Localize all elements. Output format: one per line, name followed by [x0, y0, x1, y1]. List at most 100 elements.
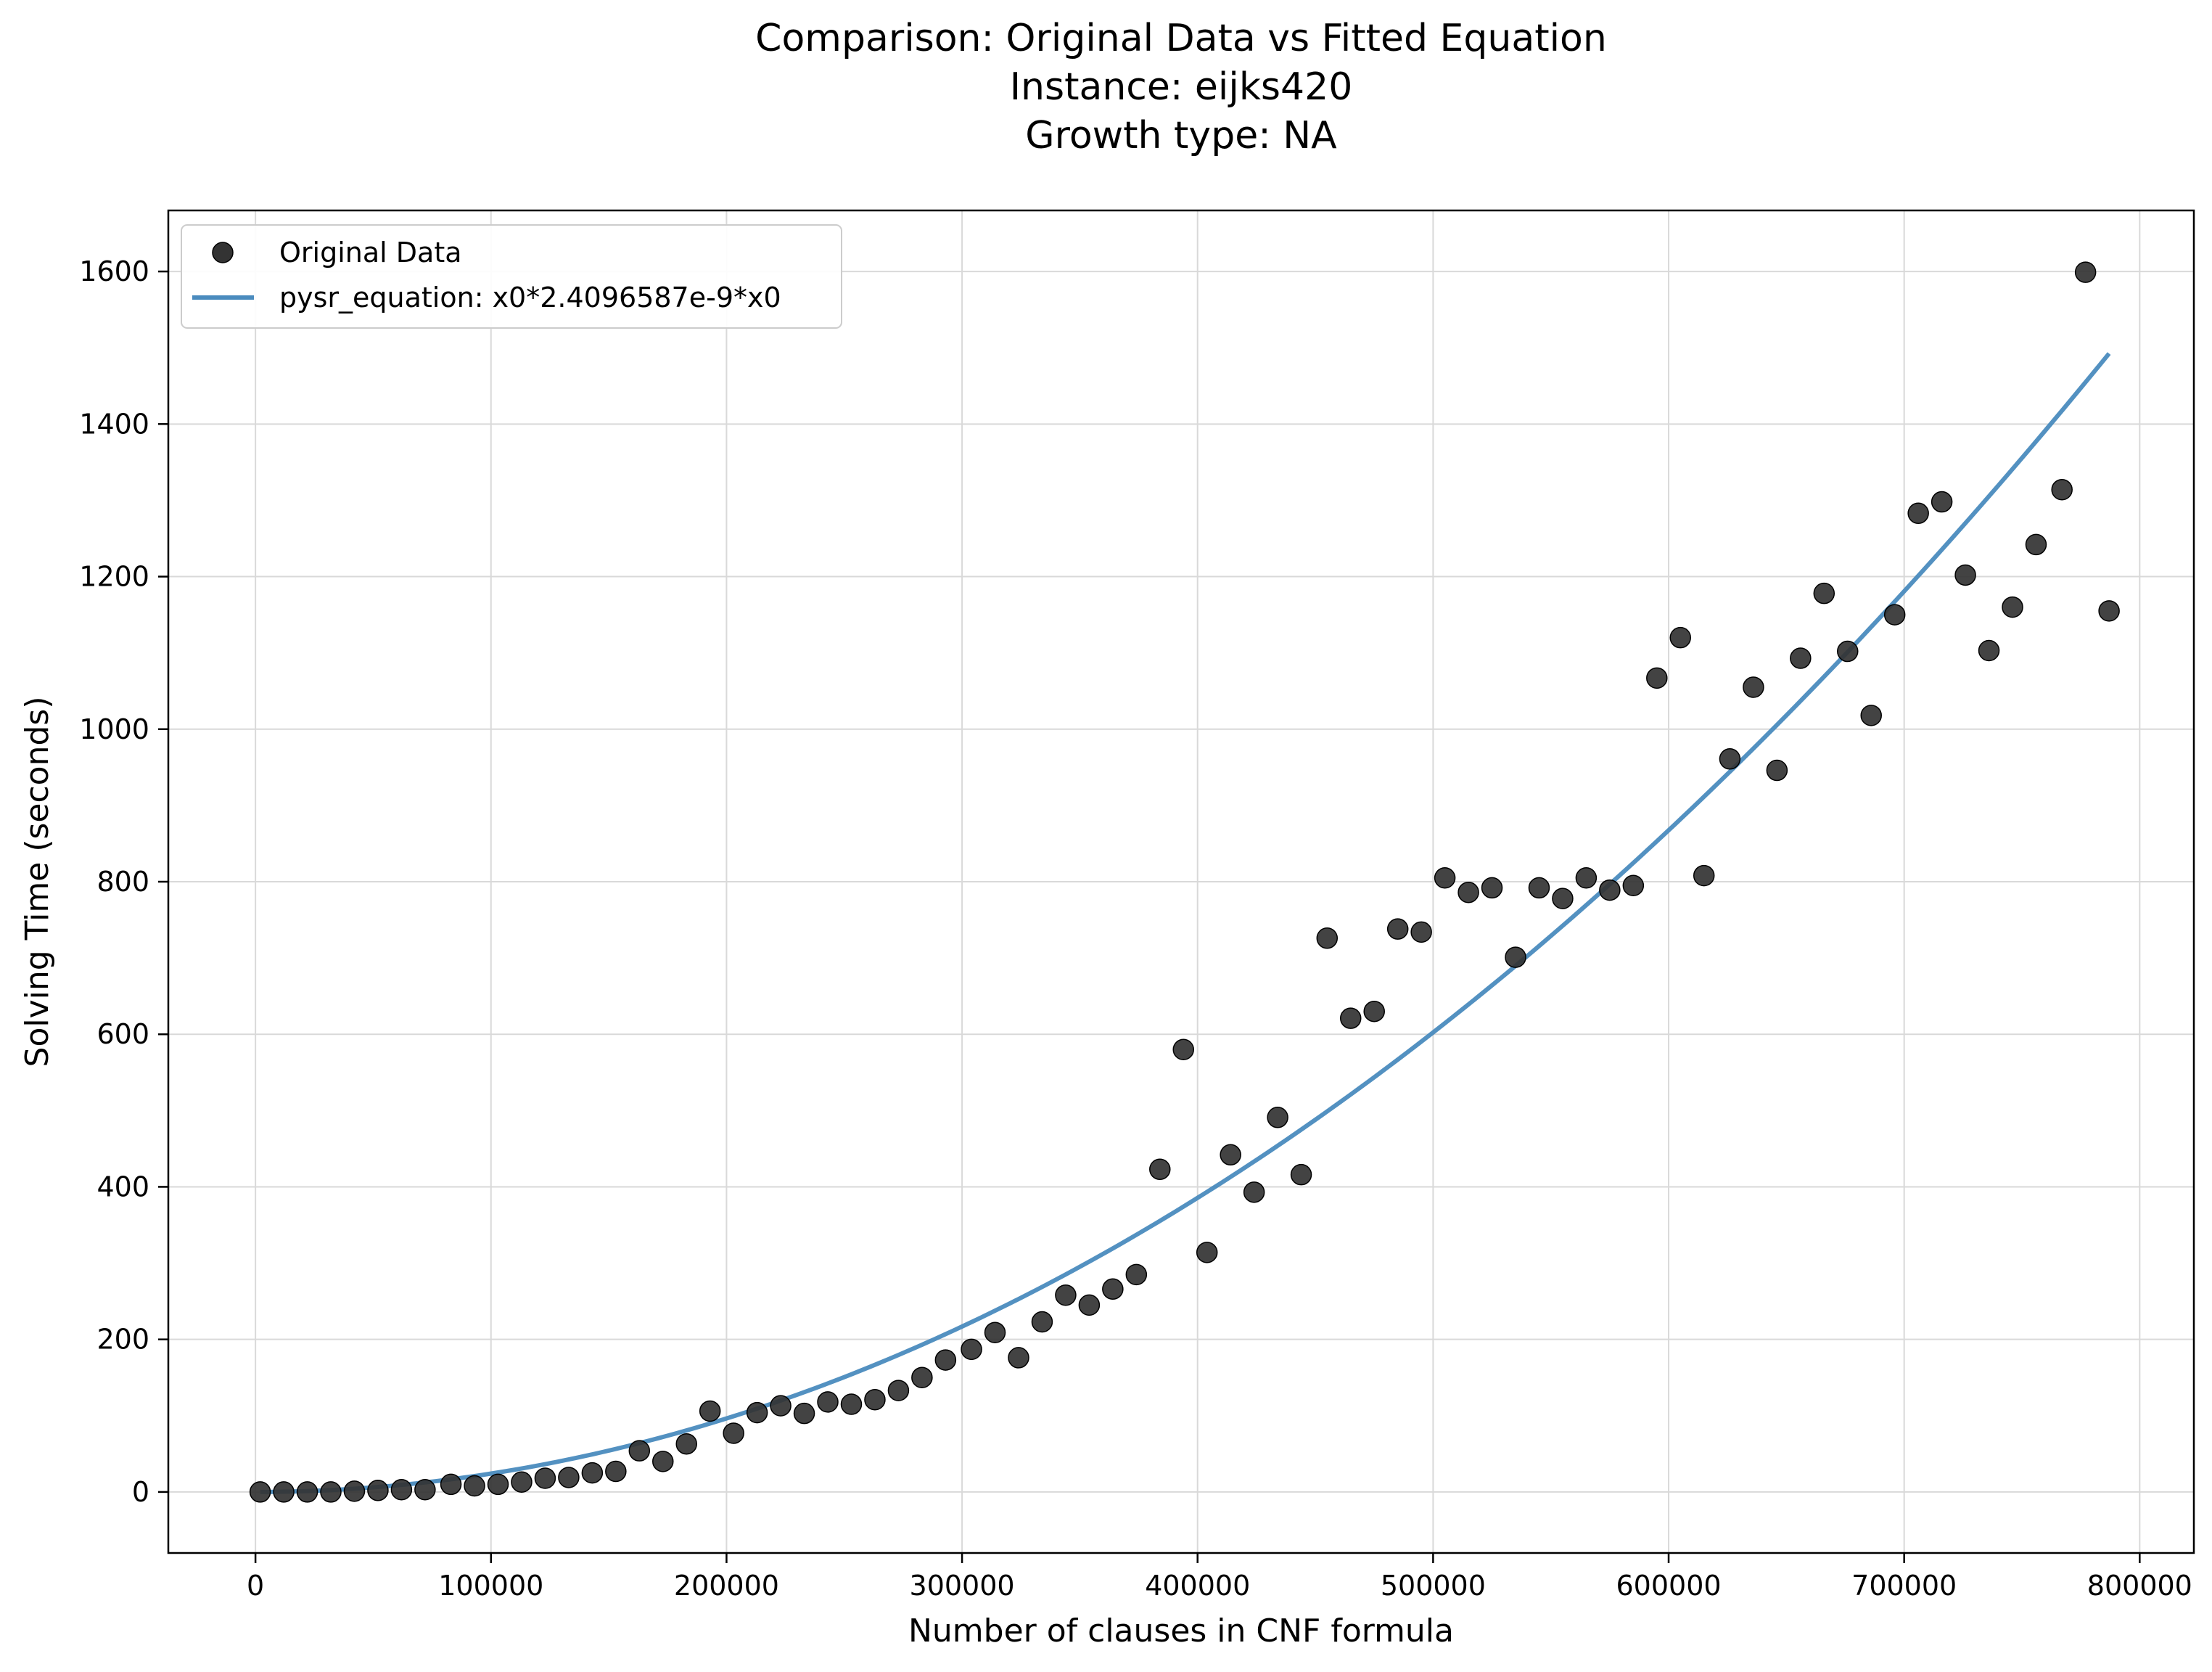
y-tick-label: 1400 — [79, 408, 149, 440]
y-axis-ticks: 0 200 400 600 800 1000 1200 1400 1600 — [79, 255, 168, 1508]
data-point — [961, 1338, 982, 1361]
chart-title: Comparison: Original Data vs Fitted Equa… — [755, 17, 1607, 157]
chart-title-line-3: Growth type: NA — [1025, 114, 1337, 157]
data-point — [746, 1401, 768, 1424]
y-tick-label: 600 — [96, 1018, 149, 1050]
data-point — [1528, 877, 1550, 899]
x-tick-label: 600000 — [1616, 1570, 1721, 1602]
legend-box — [181, 224, 842, 329]
data-point — [1931, 491, 1953, 513]
data-point — [1552, 888, 1574, 909]
data-point — [1790, 647, 1812, 669]
data-point — [273, 1481, 295, 1503]
x-axis-ticks: 0 100000 200000 300000 400000 500000 600000 700… — [247, 1553, 2192, 1602]
grid — [168, 210, 2194, 1553]
data-point — [864, 1388, 886, 1411]
chart-title-line-2: Instance: eijks420 — [1010, 65, 1353, 109]
data-point — [1031, 1311, 1053, 1333]
data-point — [1078, 1294, 1101, 1316]
x-tick-label: 800000 — [2087, 1570, 2192, 1602]
chart-title-line-1: Comparison: Original Data vs Fitted Equa… — [755, 17, 1607, 60]
y-tick-label: 0 — [132, 1476, 149, 1508]
data-point — [1907, 502, 1929, 525]
x-tick-label: 100000 — [438, 1570, 543, 1602]
data-point — [2025, 533, 2047, 556]
fitted-curve-layer — [260, 352, 2111, 1494]
data-point — [1481, 877, 1503, 899]
data-point — [1743, 676, 1764, 698]
data-point — [1149, 1158, 1171, 1181]
data-point — [1669, 626, 1692, 649]
data-point — [390, 1479, 413, 1501]
data-point — [1125, 1263, 1148, 1286]
data-point — [911, 1366, 933, 1388]
data-point — [581, 1462, 604, 1484]
data-point — [675, 1433, 697, 1455]
data-point — [1363, 1000, 1385, 1023]
x-tick-label: 500000 — [1381, 1570, 1486, 1602]
data-point — [511, 1471, 533, 1493]
data-point — [1978, 639, 2000, 662]
data-point — [414, 1479, 436, 1501]
data-point — [1766, 759, 1788, 782]
data-point — [817, 1391, 839, 1413]
data-point — [1575, 866, 1598, 889]
data-point — [605, 1460, 627, 1483]
data-point — [2074, 261, 2097, 283]
data-point — [1339, 1007, 1362, 1029]
data-point — [628, 1440, 651, 1462]
data-point — [723, 1422, 744, 1444]
y-tick-label: 1200 — [79, 561, 149, 593]
data-point — [1505, 946, 1526, 968]
data-point — [2051, 478, 2073, 501]
y-tick-label: 1000 — [79, 713, 149, 745]
data-point — [1055, 1284, 1077, 1306]
data-point — [558, 1467, 580, 1488]
data-point — [1719, 748, 1741, 770]
legend-label-pysr-equation: pysr_equation: x0*2.4096587e-9*x0 — [279, 282, 781, 314]
data-point — [249, 1481, 271, 1503]
x-tick-label: 400000 — [1145, 1570, 1250, 1602]
legend: Original Data pysr_equation: x0*2.409658… — [181, 224, 842, 329]
data-point — [1693, 864, 1715, 887]
data-point — [534, 1467, 556, 1489]
data-point — [1220, 1144, 1241, 1166]
data-point — [1196, 1242, 1218, 1263]
data-point — [887, 1380, 910, 1401]
data-point — [1172, 1038, 1194, 1060]
data-point — [1410, 921, 1432, 943]
y-tick-label: 800 — [96, 866, 149, 898]
data-point — [487, 1473, 509, 1496]
data-point — [1813, 582, 1835, 605]
data-point — [1290, 1163, 1312, 1186]
x-tick-label: 300000 — [910, 1570, 1015, 1602]
data-point — [840, 1393, 863, 1415]
x-tick-label: 0 — [247, 1570, 264, 1602]
legend-label-original-data: Original Data — [279, 237, 462, 269]
data-point — [320, 1481, 342, 1503]
data-point — [1954, 564, 1976, 586]
data-point — [1599, 879, 1621, 901]
data-point — [440, 1473, 462, 1496]
data-point — [1837, 640, 1859, 663]
data-point — [1316, 927, 1339, 949]
data-point — [1434, 866, 1456, 889]
data-point — [464, 1475, 485, 1497]
data-point — [1102, 1278, 1124, 1300]
data-point — [1386, 918, 1409, 940]
data-point — [652, 1451, 674, 1472]
data-point — [1267, 1107, 1288, 1128]
data-point — [1008, 1347, 1029, 1369]
data-point — [934, 1349, 957, 1371]
data-point — [343, 1480, 366, 1502]
data-point — [699, 1400, 721, 1422]
data-point — [296, 1481, 318, 1503]
x-tick-label: 200000 — [674, 1570, 779, 1602]
y-tick-label: 200 — [96, 1324, 149, 1356]
x-axis-label: Number of clauses in CNF formula — [908, 1612, 1454, 1650]
data-point — [2002, 596, 2023, 618]
y-axis-label: Solving Time (seconds) — [19, 697, 56, 1067]
data-points-layer — [249, 261, 2120, 1503]
data-point — [1883, 604, 1906, 626]
